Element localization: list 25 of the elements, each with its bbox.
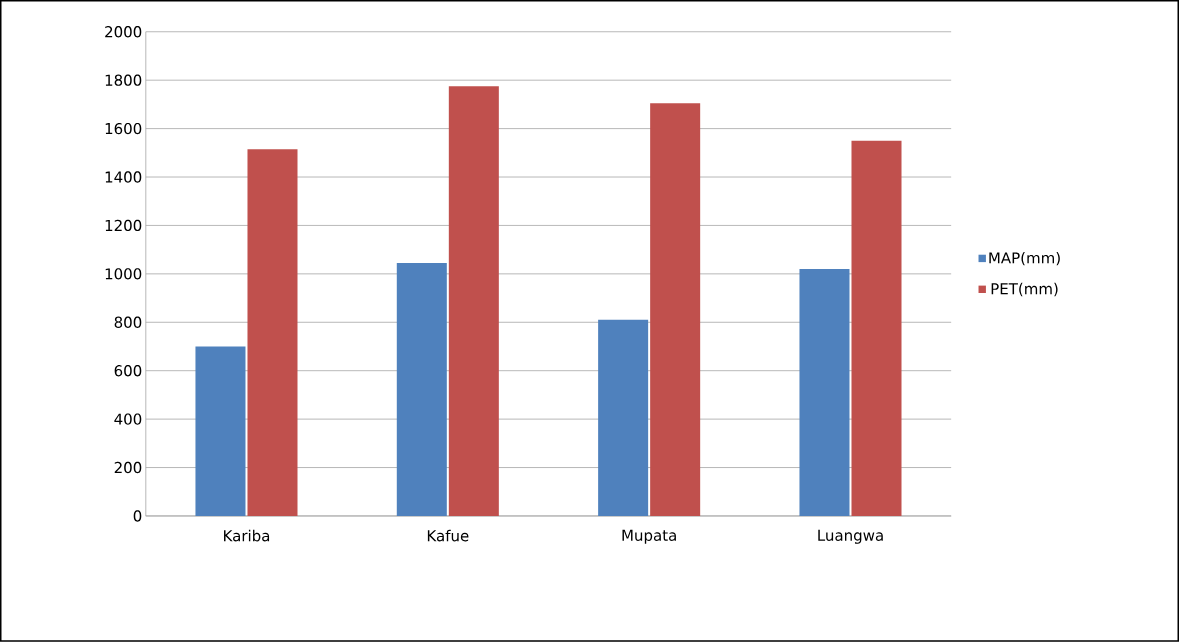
bar — [650, 103, 701, 517]
x-tick-label: Kafue — [427, 529, 469, 542]
x-tick-label: Kariba — [224, 529, 270, 542]
y-tick-label: 0 — [133, 510, 142, 522]
y-tick-label: 1800 — [105, 74, 142, 86]
bar — [396, 263, 447, 517]
x-tick-label: Mupata — [622, 529, 676, 544]
y-tick-label: 200 — [114, 461, 142, 474]
bar — [598, 319, 649, 517]
bar — [799, 269, 850, 517]
y-tick-label: 2000 — [105, 26, 142, 38]
y-tick-label: 600 — [114, 365, 142, 377]
bar — [247, 149, 298, 517]
y-tick-label: 1200 — [105, 219, 142, 232]
bar — [851, 140, 902, 517]
legend-label: PET(mm) — [991, 282, 1058, 297]
bar — [195, 346, 246, 517]
y-tick-label: 800 — [114, 316, 142, 329]
bar — [448, 86, 499, 517]
y-tick-label: 1400 — [105, 171, 142, 183]
y-tick-label: 1600 — [105, 123, 142, 135]
x-tick-label: Luangwa — [818, 529, 883, 544]
y-tick-label: 400 — [114, 413, 142, 425]
legend-label: MAP(mm) — [989, 252, 1060, 266]
y-tick-label: 1000 — [105, 268, 142, 280]
